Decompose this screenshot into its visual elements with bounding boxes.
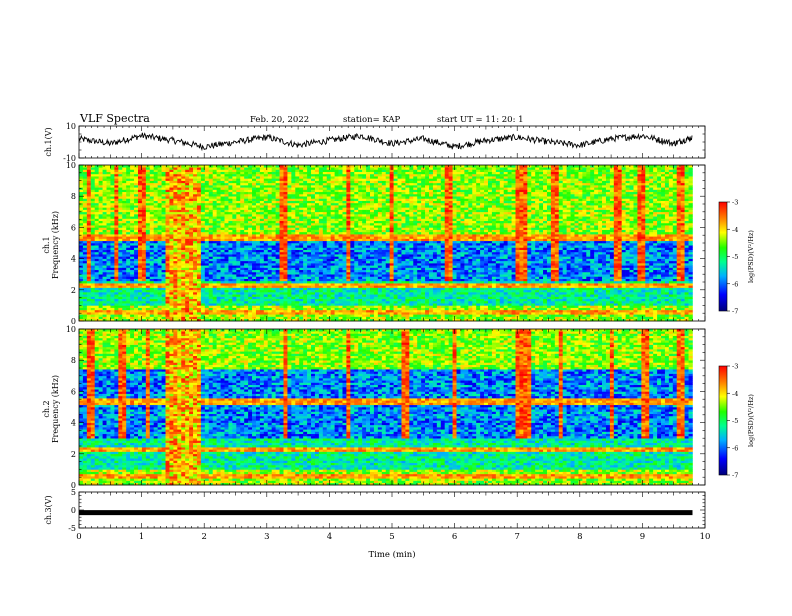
x-tick-label: 9 bbox=[640, 532, 645, 542]
colorbar-tick-label: -4 bbox=[732, 390, 738, 398]
colorbar-tick-label: -5 bbox=[732, 417, 738, 425]
y-tick-label: 6 bbox=[71, 387, 76, 396]
colorbar-tick-label: -6 bbox=[732, 444, 738, 452]
ch3-waveform-frame bbox=[79, 492, 705, 528]
date-label: Feb. 20, 2022 bbox=[250, 115, 309, 125]
colorbar-tick-label: -3 bbox=[732, 199, 738, 207]
svg-text:ch.1: ch.1 bbox=[42, 236, 51, 253]
colorbar-tick-label: -7 bbox=[732, 308, 738, 316]
colorbar-tick-label: -7 bbox=[732, 472, 738, 480]
colorbar-tick-label: -3 bbox=[732, 363, 738, 371]
start-time-label: start UT = 11: 20: 1 bbox=[437, 115, 524, 125]
y-tick-label: 8 bbox=[71, 356, 76, 365]
y-tick-label: -5 bbox=[68, 524, 76, 533]
x-tick-label: 3 bbox=[264, 532, 269, 542]
ch2-spectrogram-ylabel: ch.2 Frequency (kHz) bbox=[42, 375, 60, 443]
svg-text:Frequency (kHz): Frequency (kHz) bbox=[51, 375, 60, 443]
x-tick-label: 10 bbox=[700, 532, 711, 542]
ch1-spectrogram-heatmap bbox=[79, 165, 693, 321]
ch1-waveform-ylabel: ch.1(V) bbox=[44, 127, 53, 156]
x-tick-label: 4 bbox=[327, 532, 332, 542]
y-tick-label: 10 bbox=[66, 122, 76, 131]
figure-title: VLF Spectra bbox=[79, 112, 150, 125]
y-tick-label: 2 bbox=[71, 286, 76, 295]
ch1-spectrogram-ylabel: ch.1 Frequency (kHz) bbox=[42, 211, 60, 279]
ch2-spectrogram-colorbar-label: log(PSD)(V²/Hz) bbox=[747, 394, 755, 447]
x-tick-label: 8 bbox=[577, 532, 582, 542]
y-tick-label: 8 bbox=[71, 192, 76, 201]
ch1-waveform-trace bbox=[79, 133, 692, 150]
station-label: station= KAP bbox=[343, 115, 401, 125]
x-tick-label: 1 bbox=[139, 532, 144, 542]
svg-text:ch.2: ch.2 bbox=[42, 400, 51, 417]
ch1-spectrogram-colorbar-label: log(PSD)(V²/Hz) bbox=[747, 230, 755, 283]
y-tick-label: 10 bbox=[66, 161, 76, 170]
x-tick-label: 5 bbox=[389, 532, 394, 542]
y-tick-label: 5 bbox=[71, 488, 76, 497]
x-axis-label: Time (min) bbox=[368, 549, 415, 560]
colorbar-tick-label: -6 bbox=[732, 280, 738, 288]
x-tick-label: 6 bbox=[452, 532, 457, 542]
x-tick-label: 0 bbox=[76, 532, 81, 542]
y-tick-label: 4 bbox=[71, 255, 76, 264]
y-tick-label: 4 bbox=[71, 419, 76, 428]
x-tick-label: 7 bbox=[514, 532, 519, 542]
ch3-waveform-ylabel: ch.3(V) bbox=[44, 495, 53, 524]
y-tick-label: 6 bbox=[71, 223, 76, 232]
y-tick-label: 0 bbox=[71, 506, 76, 515]
colorbar-tick-label: -5 bbox=[732, 253, 738, 261]
x-tick-label: 2 bbox=[201, 532, 206, 542]
y-tick-label: 2 bbox=[71, 450, 76, 459]
ch2-spectrogram-colorbar bbox=[719, 366, 727, 475]
y-tick-label: 10 bbox=[66, 325, 76, 334]
svg-text:Frequency (kHz): Frequency (kHz) bbox=[51, 211, 60, 279]
ch2-spectrogram-heatmap bbox=[79, 329, 693, 485]
colorbar-tick-label: -4 bbox=[732, 226, 738, 234]
ch1-spectrogram-colorbar bbox=[719, 202, 727, 311]
